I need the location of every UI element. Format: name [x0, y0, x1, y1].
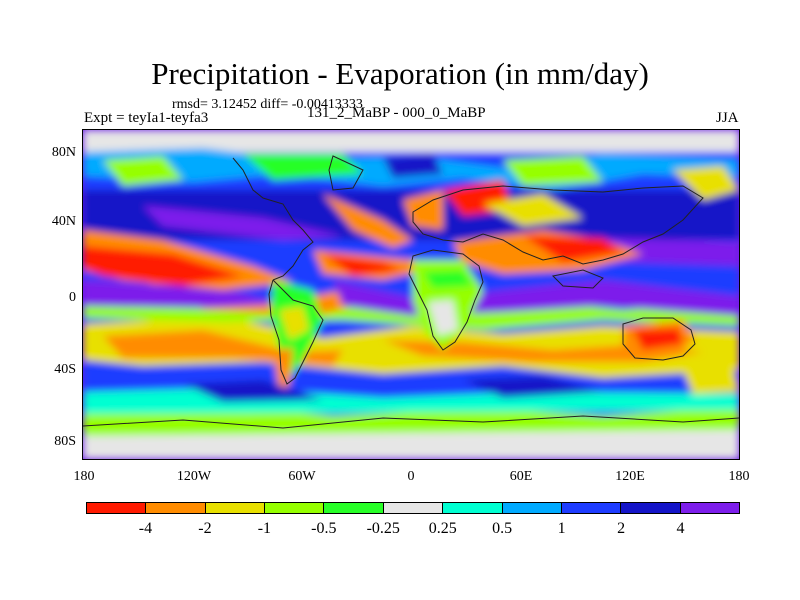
colorbar-label-4: -0.25: [366, 520, 400, 537]
colorbar-swatch-7: [502, 503, 562, 513]
lat-label-80n: 80N: [51, 145, 76, 160]
colorbar-label-0: -4: [138, 520, 153, 537]
colorbar-label-7: 1: [557, 520, 566, 537]
colorbar-swatch-0: [87, 503, 147, 513]
colorbar-label-9: 4: [676, 520, 685, 537]
lon-label-60e: 60E: [509, 469, 533, 484]
lat-label-40n: 40N: [51, 214, 76, 229]
colorbar: [86, 502, 740, 514]
colorbar-swatch-6: [443, 503, 503, 513]
experiment-label: Expt = teyIa1-teyfa3: [84, 110, 209, 126]
map-title: Precipitation - Evaporation (in mm/day): [151, 56, 649, 91]
lat-label-40s: 40S: [54, 362, 76, 377]
lon-label-180e: 180: [728, 469, 750, 484]
experiment-ids: 131_2_MaBP - 000_0_MaBP: [307, 105, 486, 121]
lon-label-120w: 120W: [176, 469, 212, 484]
colorbar-label-5: 0.25: [428, 520, 457, 537]
colorbar-swatch-4: [324, 503, 384, 513]
precipitation-evaporation-map: [82, 129, 740, 460]
lat-label-0: 0: [69, 290, 76, 305]
lon-label-60w: 60W: [288, 469, 316, 484]
colorbar-swatch-2: [205, 503, 266, 513]
lat-label-80s: 80S: [54, 434, 76, 449]
colorbar-swatch-3: [265, 503, 325, 513]
lon-label-120e: 120E: [615, 469, 645, 484]
colorbar-label-8: 2: [617, 520, 626, 537]
colorbar-swatch-9: [621, 503, 681, 513]
lon-label-180w: 180: [73, 469, 95, 484]
colorbar-label-2: -1: [257, 520, 272, 537]
season-label: JJA: [716, 110, 739, 126]
lon-label-0: 0: [407, 469, 415, 484]
colorbar-label-3: -0.5: [311, 520, 337, 537]
colorbar-label-1: -2: [198, 520, 212, 537]
colorbar-label-6: 0.5: [492, 520, 513, 537]
colorbar-swatch-1: [146, 503, 206, 513]
stats-line: rmsd= 3.12452 diff= -0.00413333: [172, 97, 363, 112]
colorbar-swatch-10: [680, 503, 739, 513]
colorbar-swatch-5: [383, 503, 444, 513]
colorbar-swatch-8: [561, 503, 622, 513]
